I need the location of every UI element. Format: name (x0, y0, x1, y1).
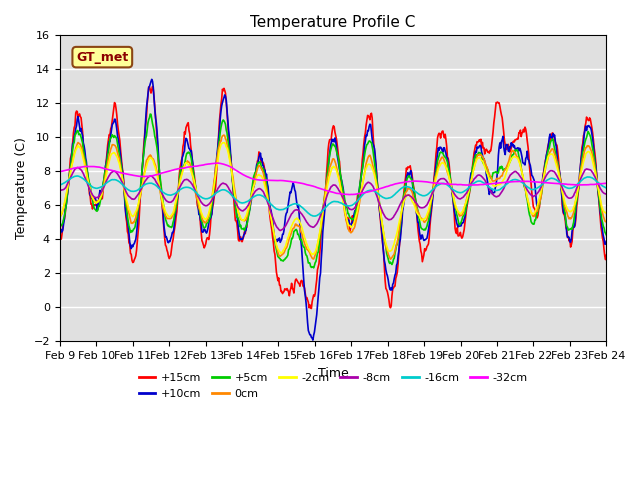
+10cm (122, 212, 130, 217)
-2cm (207, 204, 214, 209)
+5cm (179, 165, 186, 171)
-32cm (122, 171, 130, 177)
-2cm (602, 211, 610, 216)
Line: +15cm: +15cm (60, 86, 606, 309)
0cm (387, 256, 394, 262)
-32cm (207, 161, 214, 167)
-32cm (346, 192, 353, 197)
-2cm (417, 216, 425, 222)
-2cm (401, 196, 409, 202)
-16cm (207, 194, 215, 200)
-2cm (308, 252, 316, 258)
-8cm (66, 176, 74, 182)
Title: Temperature Profile C: Temperature Profile C (250, 15, 416, 30)
-16cm (310, 213, 318, 219)
-16cm (401, 184, 409, 190)
+5cm (310, 265, 317, 271)
Y-axis label: Temperature (C): Temperature (C) (15, 137, 28, 239)
-8cm (56, 187, 63, 193)
-16cm (123, 186, 131, 192)
+15cm (179, 155, 186, 161)
+15cm (417, 248, 425, 254)
+5cm (122, 203, 130, 209)
Line: 0cm: 0cm (60, 135, 606, 259)
+5cm (147, 111, 154, 117)
-32cm (56, 168, 63, 174)
0cm (66, 174, 74, 180)
+15cm (148, 84, 156, 89)
X-axis label: Time: Time (317, 367, 348, 380)
+15cm (66, 165, 74, 171)
Text: GT_met: GT_met (76, 50, 129, 64)
0cm (177, 172, 185, 178)
0cm (56, 213, 63, 218)
0cm (220, 132, 228, 138)
-2cm (177, 173, 185, 179)
+10cm (309, 337, 317, 343)
-8cm (207, 199, 215, 204)
-32cm (213, 160, 221, 166)
+10cm (56, 230, 63, 236)
-2cm (56, 214, 63, 220)
-16cm (74, 173, 81, 179)
-8cm (74, 165, 81, 170)
-8cm (401, 193, 409, 199)
-2cm (122, 194, 130, 200)
-16cm (66, 176, 74, 182)
+5cm (602, 232, 610, 238)
0cm (207, 206, 214, 212)
-8cm (179, 180, 186, 186)
Line: -16cm: -16cm (60, 176, 606, 216)
-2cm (220, 140, 228, 145)
-32cm (177, 166, 185, 171)
Line: -2cm: -2cm (60, 143, 606, 255)
+15cm (122, 214, 130, 220)
+10cm (179, 155, 186, 160)
+15cm (602, 252, 610, 258)
-8cm (417, 205, 425, 211)
-8cm (123, 190, 131, 196)
+10cm (148, 76, 156, 82)
-16cm (602, 185, 610, 191)
+10cm (401, 192, 409, 198)
-8cm (602, 192, 610, 197)
-16cm (179, 186, 186, 192)
+15cm (207, 213, 215, 218)
+10cm (207, 214, 215, 220)
0cm (417, 216, 425, 221)
-16cm (417, 192, 425, 198)
+10cm (602, 239, 610, 244)
+15cm (56, 236, 63, 242)
-8cm (276, 228, 284, 233)
+5cm (66, 170, 74, 176)
0cm (122, 197, 130, 203)
-32cm (66, 167, 74, 172)
Line: +5cm: +5cm (60, 114, 606, 268)
Legend: +15cm, +10cm, +5cm, 0cm, -2cm, -8cm, -16cm, -32cm: +15cm, +10cm, +5cm, 0cm, -2cm, -8cm, -16… (134, 369, 532, 403)
+10cm (66, 171, 74, 177)
0cm (401, 192, 409, 197)
+5cm (417, 225, 425, 230)
Line: +10cm: +10cm (60, 79, 606, 340)
+15cm (401, 179, 409, 185)
Line: -32cm: -32cm (60, 163, 606, 194)
+5cm (56, 224, 63, 229)
Line: -8cm: -8cm (60, 168, 606, 230)
0cm (602, 219, 610, 225)
-2cm (66, 173, 74, 179)
+15cm (308, 306, 316, 312)
+5cm (401, 188, 409, 193)
-32cm (417, 179, 425, 184)
-16cm (56, 182, 63, 188)
-32cm (602, 180, 610, 186)
+10cm (417, 236, 425, 242)
+5cm (207, 208, 215, 214)
-32cm (401, 179, 409, 185)
